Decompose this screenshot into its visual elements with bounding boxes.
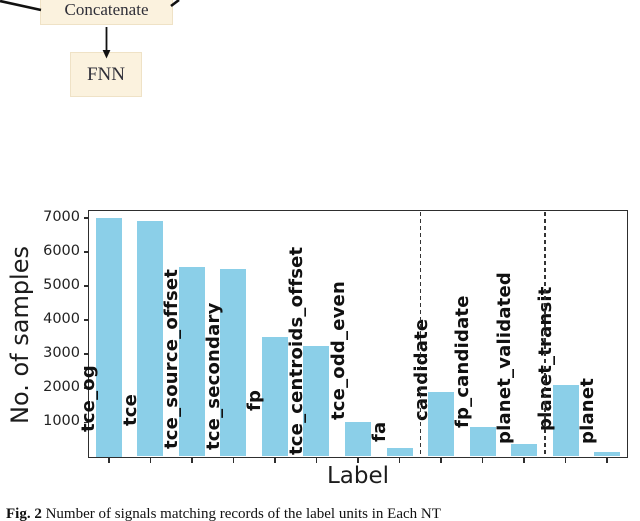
bar-label-tce_source_offset: tce_source_offset: [161, 268, 183, 449]
bar-candidate: [428, 391, 455, 457]
bar-label-fa: fa: [369, 421, 391, 442]
x-tick-mark: [191, 458, 193, 463]
bar-label-tce_secondary: tce_secondary: [202, 302, 224, 451]
bar-fp: [261, 337, 288, 457]
y-tick-mark: [83, 251, 88, 253]
bar-label-tce_centroids_offset: tce_centroids_offset: [285, 246, 307, 455]
bar-planet_validated: [511, 444, 538, 457]
bar-label-planet_validated: planet_validated: [493, 272, 515, 444]
bar-planet_transit: [552, 384, 579, 457]
y-axis-title: No. of samples: [6, 246, 34, 424]
x-tick-mark: [606, 458, 609, 463]
y-tick-label: 7000: [43, 209, 80, 225]
x-tick-mark: [315, 458, 318, 463]
bar-fp_candidate: [469, 427, 496, 457]
y-tick-label: 5000: [43, 277, 80, 294]
bar-tce_secondary: [220, 269, 247, 457]
x-tick-mark: [107, 458, 110, 463]
y-tick-label: 4000: [43, 311, 80, 328]
y-tick-mark: [83, 353, 88, 356]
x-tick-mark: [398, 458, 401, 463]
concatenate-node: Concatenate: [40, 0, 173, 25]
y-tick-label: 1000: [43, 413, 80, 430]
x-tick-mark: [274, 458, 276, 463]
bar-label-tce_odd_even: tce_odd_even: [327, 281, 349, 420]
bar-tce: [137, 221, 164, 457]
flowchart-arrows: [0, 0, 180, 59]
x-axis-title: Label: [326, 463, 390, 489]
caption-tag: Fig. 2: [6, 506, 42, 521]
group-separator: [544, 211, 546, 457]
bar-label-candidate: candidate: [410, 318, 432, 421]
bar-tce_centroids_offset: [303, 345, 330, 457]
x-tick-mark: [481, 458, 484, 463]
bar-planet: [594, 451, 621, 457]
group-separator: [419, 211, 421, 457]
bar-label-planet_transit: planet_transit: [535, 286, 557, 431]
y-tick-mark: [83, 285, 88, 287]
bar-label-tce_og: tce_og: [78, 365, 100, 432]
bar-fa: [386, 447, 413, 457]
y-tick-mark: [83, 319, 88, 321]
bar-tce_og: [95, 218, 122, 457]
bar-label-tce: tce: [119, 393, 141, 426]
incoming-arrow-left: [0, 0, 42, 12]
x-tick-mark: [357, 458, 359, 463]
x-tick-mark: [440, 458, 442, 463]
y-tick-label: 2000: [43, 379, 80, 396]
bar-label-fp: fp: [244, 389, 266, 411]
x-tick-mark: [232, 458, 235, 463]
incoming-arrow-right: [170, 0, 180, 8]
bar-tce_odd_even: [345, 422, 371, 457]
fnn-node: FNN: [70, 52, 142, 97]
bar-label-fp_candidate: fp_candidate: [452, 295, 474, 428]
bar-label-planet: planet: [576, 377, 598, 444]
plot-area: [88, 210, 628, 458]
y-tick-mark: [83, 217, 88, 219]
x-tick-mark: [523, 458, 525, 463]
down-arrow-head: [102, 50, 111, 59]
y-tick-label: 3000: [43, 345, 80, 362]
y-tick-mark: [83, 387, 88, 390]
y-tick-mark: [83, 421, 88, 424]
bar-tce_source_offset: [178, 267, 205, 457]
figure-caption: Fig. 2 Number of signals matching record…: [6, 506, 638, 521]
x-tick-mark: [564, 458, 567, 463]
caption-text: Number of signals matching records of th…: [45, 506, 441, 521]
x-tick-mark: [149, 458, 152, 463]
y-tick-label: 6000: [43, 243, 80, 260]
